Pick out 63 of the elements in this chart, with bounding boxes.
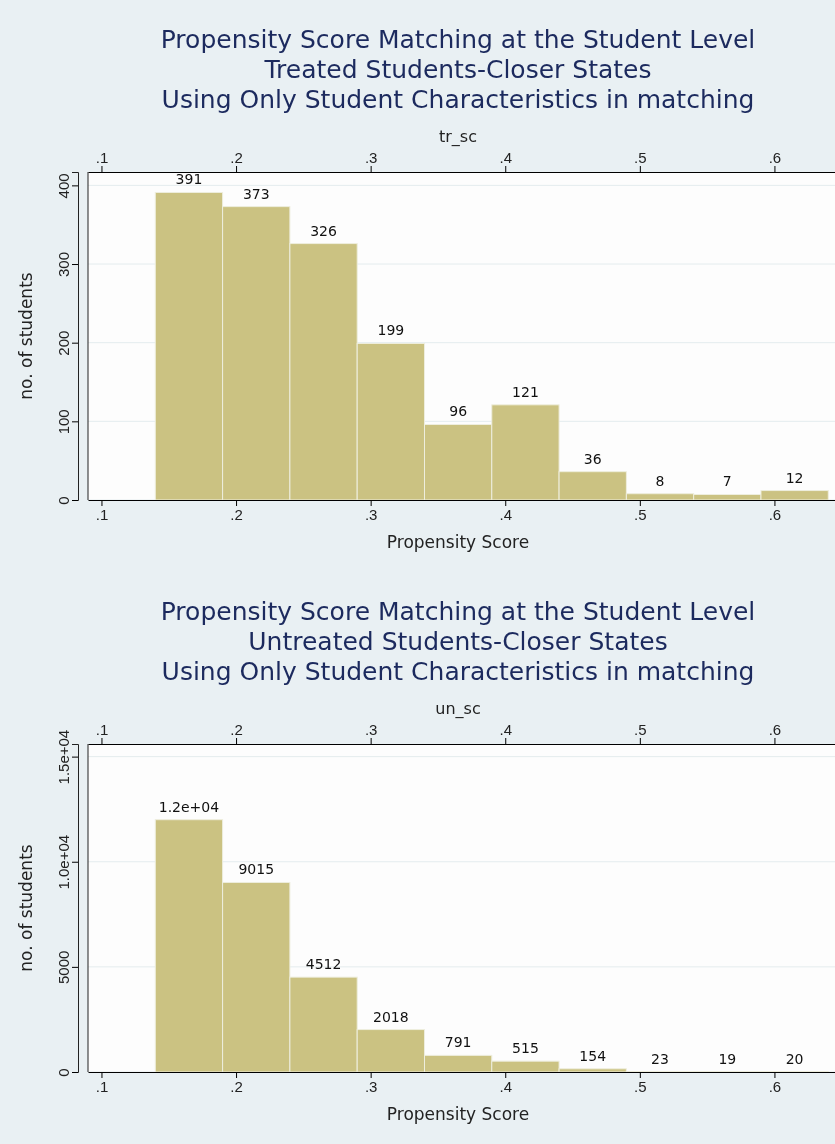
y-tick-label: 0 [55, 1068, 73, 1077]
x2-tick-label: .3 [364, 149, 378, 166]
y-tick-label: 1.0e+04 [55, 834, 73, 890]
data-label: 20 [785, 1050, 804, 1067]
data-label: 8 [655, 472, 665, 489]
x2-tick-label: .5 [634, 721, 647, 738]
y-tick-label: 400 [55, 173, 73, 199]
x2-tick-label: .1 [95, 149, 109, 166]
x2-axis-title: tr_sc [439, 127, 477, 147]
y-tick-label: 300 [55, 252, 73, 278]
data-label: 154 [579, 1047, 607, 1064]
data-label: 36 [583, 450, 602, 467]
x-tick-label: .2 [230, 505, 243, 523]
data-label: 23 [651, 1050, 669, 1067]
x-tick-label: .6 [768, 505, 782, 523]
x-axis-title: Propensity Score [386, 1104, 530, 1124]
y-axis-title: no. of students [16, 844, 36, 972]
x2-tick-label: .6 [768, 721, 782, 738]
chart-subtitle: Treated Students-Closer States Using Only Student Characteristics in matching [161, 55, 755, 114]
x2-tick-label: .4 [499, 721, 512, 738]
chart-title: Propensity Score Matching at the Student Level [160, 597, 756, 626]
data-label: 373 [242, 185, 270, 202]
x-tick-label: .4 [499, 505, 512, 523]
x2-tick-label: .3 [364, 721, 378, 738]
data-label: 791 [444, 1034, 472, 1051]
data-label: 4512 [305, 956, 342, 973]
x-tick-label: .4 [499, 1077, 512, 1095]
data-label: 326 [310, 222, 337, 239]
x2-tick-label: .5 [634, 149, 647, 166]
x-tick-label: .2 [230, 1077, 243, 1095]
data-label: 391 [175, 171, 203, 188]
data-label: 199 [377, 322, 405, 339]
x-tick-label: .3 [364, 505, 378, 523]
x2-tick-label: .2 [230, 149, 243, 166]
y-tick-label: 100 [55, 409, 73, 435]
x-tick-label: .5 [634, 505, 647, 523]
data-label: 121 [512, 383, 539, 400]
y-tick-label: 200 [55, 330, 73, 356]
x-axis-title: Propensity Score [386, 532, 530, 552]
x2-tick-label: .6 [768, 149, 782, 166]
x2-tick-label: .1 [95, 721, 109, 738]
data-label: 2018 [373, 1008, 409, 1025]
x2-tick-label: .4 [499, 149, 512, 166]
data-label: 7 [722, 473, 732, 490]
chart-title: Propensity Score Matching at the Student Level [160, 25, 756, 54]
x-tick-label: .3 [364, 1077, 378, 1095]
data-label: 96 [449, 403, 468, 420]
x2-axis-title: un_sc [435, 699, 481, 719]
y-tick-label: 5000 [55, 950, 73, 985]
y-axis-title: no. of students [16, 272, 36, 400]
x-tick-label: .6 [768, 1077, 782, 1095]
x-tick-label: .1 [95, 505, 109, 523]
x-tick-label: .1 [95, 1077, 109, 1095]
data-label: 515 [512, 1040, 539, 1057]
data-label: 12 [785, 469, 804, 486]
y-tick-label: 1.5e+04 [55, 729, 73, 785]
x-tick-label: .5 [634, 1077, 647, 1095]
data-label: 1.2e+04 [158, 798, 220, 815]
data-label: 19 [718, 1050, 737, 1067]
x2-tick-label: .2 [230, 721, 243, 738]
y-tick-label: 0 [55, 496, 73, 505]
chart-subtitle: Untreated Students-Closer States Using Only Student Characteristics in matching [161, 627, 755, 686]
data-label: 9015 [238, 861, 275, 878]
